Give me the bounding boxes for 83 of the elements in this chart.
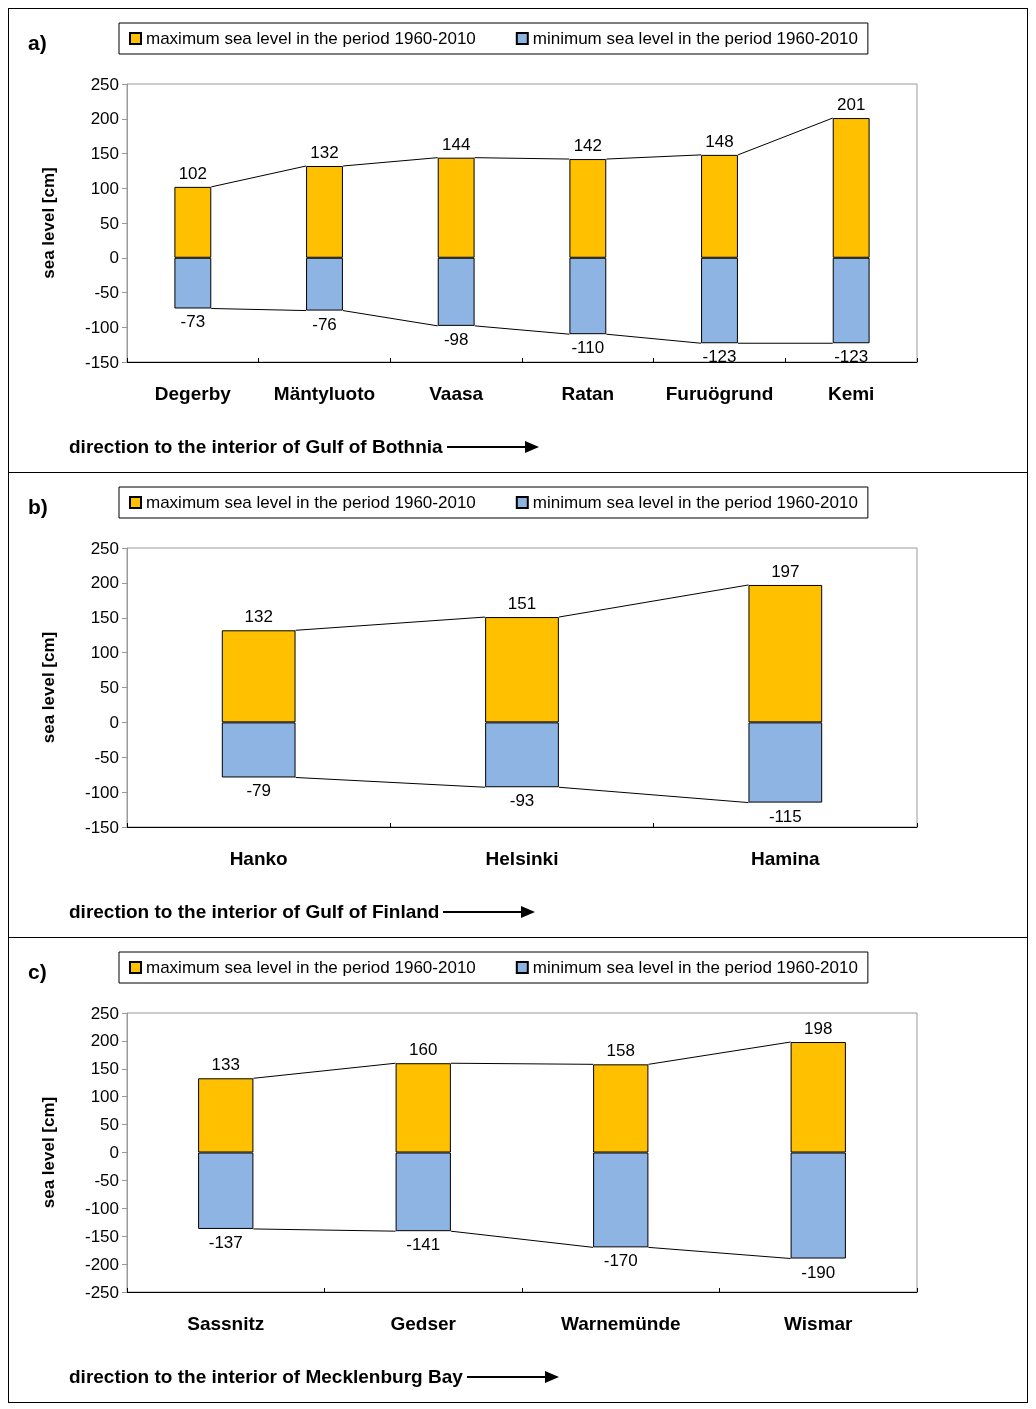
- x-tick-label: Hanko: [229, 848, 288, 869]
- data-label: 158: [606, 1041, 635, 1061]
- y-tick-label: 250: [90, 74, 119, 94]
- x-tick-label: Vaasa: [429, 383, 484, 404]
- y-tick-label: 150: [90, 1059, 119, 1079]
- data-label: 201: [836, 95, 866, 115]
- y-tick-label: -100: [84, 317, 119, 337]
- y-tick-label: 100: [90, 643, 119, 663]
- y-tick-label: -150: [84, 1226, 119, 1246]
- data-label: 133: [211, 1055, 240, 1075]
- y-axis-title: sea level [cm]: [39, 631, 58, 744]
- data-label: 160: [409, 1040, 438, 1060]
- y-tick-label: -100: [84, 1198, 119, 1218]
- y-tick-label: 0: [109, 248, 119, 268]
- y-axis-title: sea level [cm]: [39, 167, 58, 279]
- y-tick-label: 200: [90, 109, 119, 129]
- legend-label: minimum sea level in the period 1960-2010: [532, 958, 858, 977]
- data-label: 197: [771, 561, 800, 581]
- y-tick-label: 50: [100, 1115, 119, 1135]
- data-label: -123: [834, 347, 869, 367]
- legend-label: minimum sea level in the period 1960-2010: [532, 493, 858, 512]
- y-tick-label: 200: [90, 1031, 119, 1051]
- data-label: 142: [573, 136, 603, 156]
- x-tick-label: Wismar: [784, 1313, 854, 1334]
- data-label: 144: [441, 134, 471, 154]
- y-tick-label: 100: [90, 1087, 119, 1107]
- data-label: -123: [702, 347, 737, 367]
- y-tick-label: -100: [84, 782, 119, 802]
- chart-title: b): [28, 495, 48, 518]
- x-tick-label: Degerby: [154, 383, 232, 404]
- y-tick-label: -50: [94, 1170, 119, 1190]
- y-tick-label: 200: [90, 573, 119, 593]
- legend-label: maximum sea level in the period 1960-2010: [146, 493, 476, 512]
- y-tick-label: 250: [90, 1003, 119, 1023]
- x-tick-label: Mäntyluoto: [273, 383, 376, 404]
- y-tick-label: 0: [109, 1143, 119, 1162]
- legend-label: maximum sea level in the period 1960-2010: [146, 29, 476, 48]
- data-label: -137: [208, 1232, 243, 1252]
- data-label: -98: [443, 329, 469, 349]
- data-label: -190: [801, 1262, 836, 1282]
- x-tick-label: Warnemünde: [560, 1313, 681, 1334]
- data-label: -76: [312, 314, 337, 334]
- data-label: 132: [310, 143, 339, 163]
- chart-title: a): [28, 31, 47, 54]
- x-tick-label: Ratan: [561, 383, 615, 404]
- data-label: -79: [246, 781, 271, 801]
- x-tick-label: Furuögrund: [665, 383, 774, 404]
- y-axis-title: sea level [cm]: [39, 1096, 58, 1209]
- text: direction to the interior of Gulf of Bothnia: [69, 436, 443, 458]
- y-tick-label: 0: [109, 712, 119, 732]
- y-tick-label: -50: [94, 747, 119, 767]
- legend-label: minimum sea level in the period 1960-2010: [532, 29, 858, 48]
- y-tick-label: 150: [90, 608, 119, 628]
- data-label: 132: [244, 607, 273, 627]
- text: direction to the interior of Gulf of Finland: [69, 901, 440, 923]
- x-tick-label: Sassnitz: [187, 1313, 265, 1334]
- y-tick-label: 150: [90, 144, 119, 163]
- y-tick-label: -250: [84, 1282, 119, 1302]
- x-tick-label: Hamina: [751, 848, 821, 869]
- data-label: 102: [178, 163, 208, 183]
- data-label: 148: [705, 131, 734, 151]
- x-tick-label: Helsinki: [485, 848, 559, 869]
- data-label: -115: [768, 806, 802, 826]
- data-label: -110: [571, 338, 605, 358]
- y-tick-label: 250: [90, 538, 119, 558]
- y-tick-label: -150: [84, 352, 119, 372]
- data-label: -141: [406, 1235, 441, 1255]
- data-label: 198: [804, 1019, 833, 1039]
- y-tick-label: -50: [94, 283, 119, 302]
- y-tick-label: 100: [90, 178, 119, 198]
- data-label: -170: [603, 1251, 638, 1271]
- y-tick-label: -200: [84, 1254, 119, 1274]
- y-tick-label: 50: [100, 678, 119, 697]
- y-tick-label: 50: [100, 213, 119, 233]
- chart-title: c): [28, 960, 47, 983]
- data-label: -73: [180, 312, 206, 332]
- data-label: 151: [507, 594, 537, 614]
- text: direction to the interior of Mecklenburg Bay: [69, 1366, 463, 1388]
- x-tick-label: Kemi: [827, 383, 875, 404]
- data-label: -93: [509, 791, 535, 811]
- x-tick-label: Gedser: [390, 1313, 457, 1334]
- legend-label: maximum sea level in the period 1960-2010: [146, 958, 476, 977]
- y-tick-label: -150: [84, 817, 119, 837]
